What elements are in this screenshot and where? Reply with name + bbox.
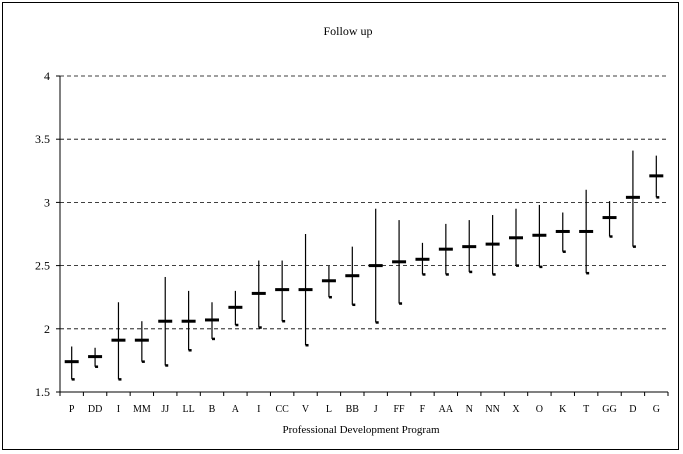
y-tick-label: 3 [44, 195, 50, 209]
x-tick-label: A [232, 404, 240, 415]
axes [56, 75, 669, 396]
x-tick-label: LL [183, 404, 195, 415]
grid-lines [60, 75, 668, 330]
x-tick-label: GG [602, 404, 616, 415]
x-tick-label: O [536, 404, 543, 415]
x-tick-label: D [629, 404, 636, 415]
x-tick-label: J [374, 404, 378, 415]
x-tick-label: B [209, 404, 216, 415]
x-tick-label: I [257, 404, 260, 415]
y-tick-label: 3.5 [35, 132, 50, 146]
x-tick-label: AA [439, 404, 454, 415]
y-tick-label: 2.5 [35, 259, 50, 273]
x-tick-label: CC [275, 404, 289, 415]
chart-title: Follow up [323, 24, 372, 38]
x-tick-label: JJ [161, 404, 169, 415]
x-tick-labels: P DD I MM JJ LL B A I CC V L BB J FF F AA N NN X O K T GG D G [69, 404, 660, 415]
x-tick-label: NN [485, 404, 499, 415]
y-tick-labels: 1.5 2 2.5 3 3.5 4 [35, 69, 50, 399]
x-tick-label: V [302, 404, 310, 415]
x-tick-label: G [653, 404, 660, 415]
x-tick-label: N [466, 404, 473, 415]
x-tick-label: F [420, 404, 426, 415]
y-tick-label: 4 [44, 69, 50, 83]
x-tick-label: P [69, 404, 75, 415]
x-tick-label: I [117, 404, 120, 415]
y-tick-label: 2 [44, 322, 50, 336]
x-tick-label: L [326, 404, 332, 415]
follow-up-chart: Follow up 1.5 2 2.5 3 3.5 4 P DD I MM JJ LL B A I CC V L… [35, 24, 669, 436]
x-axis-label: Professional Development Program [282, 424, 439, 436]
x-tick-label: BB [346, 404, 360, 415]
x-tick-label: FF [394, 404, 406, 415]
x-tick-label: MM [133, 404, 151, 415]
x-tick-label: DD [88, 404, 102, 415]
x-tick-label: T [583, 404, 589, 415]
chart-frame: Follow up 1.5 2 2.5 3 3.5 4 P DD I MM JJ LL B A I CC V L… [2, 2, 679, 450]
y-tick-label: 1.5 [35, 385, 50, 399]
x-tick-label: X [512, 404, 520, 415]
data-marks [64, 150, 664, 381]
x-tick-label: K [559, 404, 567, 415]
